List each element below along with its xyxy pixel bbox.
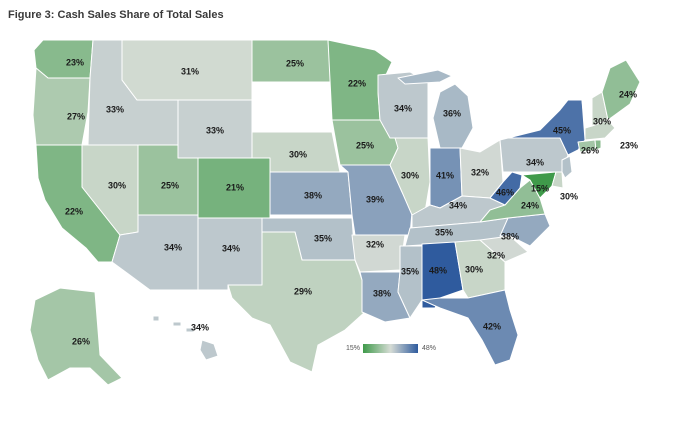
state-label-nd: 25% — [286, 58, 304, 68]
state-fl — [421, 289, 519, 366]
state-mi — [397, 69, 474, 149]
legend-min-label: 15% — [346, 345, 360, 352]
state-de — [551, 171, 564, 189]
state-md — [521, 171, 557, 199]
state-ak — [29, 287, 123, 386]
state-hi — [152, 315, 219, 361]
state-label-fl: 42% — [483, 321, 501, 331]
state-wa — [33, 39, 94, 79]
state-label-ca: 22% — [65, 206, 83, 216]
state-label-ks: 38% — [304, 190, 322, 200]
state-label-nm: 34% — [222, 243, 240, 253]
state-label-la: 38% — [373, 288, 391, 298]
state-label-wy: 33% — [206, 125, 224, 135]
state-label-sc: 32% — [487, 250, 505, 260]
state-label-ms: 35% — [401, 266, 419, 276]
state-label-ak: 26% — [72, 336, 90, 346]
state-label-tn: 35% — [435, 227, 453, 237]
legend-gradient-bar — [363, 344, 418, 353]
state-label-id: 33% — [106, 104, 124, 114]
state-label-in: 41% — [436, 170, 454, 180]
figure-title: Figure 3: Cash Sales Share of Total Sale… — [8, 9, 224, 21]
state-label-mo: 39% — [366, 194, 384, 204]
state-label-ri: 23% — [620, 140, 638, 150]
state-label-nc: 38% — [501, 231, 519, 241]
state-nj — [561, 155, 573, 179]
state-label-hi: 34% — [191, 322, 209, 332]
state-label-ga: 30% — [465, 264, 483, 274]
state-label-ok: 35% — [314, 233, 332, 243]
state-label-ky: 34% — [449, 200, 467, 210]
state-tx — [227, 231, 366, 373]
state-label-co: 21% — [226, 182, 244, 192]
state-ny — [507, 99, 586, 156]
state-label-wi: 34% — [394, 103, 412, 113]
state-label-va: 24% — [521, 200, 539, 210]
state-label-al: 48% — [429, 265, 447, 275]
state-me — [601, 59, 641, 121]
state-label-ct: 26% — [581, 145, 599, 155]
value-labels-layer: 23% 27% 22% 30% 33% 31% 33% 25% 34% 21% 34% 25% 30% 3… — [65, 57, 638, 346]
state-or — [32, 67, 91, 146]
state-nm — [197, 217, 263, 291]
color-legend: 15% 48% — [346, 344, 436, 353]
state-label-nv: 30% — [108, 180, 126, 190]
legend-max-label: 48% — [422, 345, 436, 352]
state-label-oh: 32% — [471, 167, 489, 177]
state-label-ar: 32% — [366, 239, 384, 249]
state-label-ia: 25% — [356, 140, 374, 150]
state-label-ut: 25% — [161, 180, 179, 190]
state-label-pa: 34% — [526, 157, 544, 167]
states-layer — [29, 39, 641, 386]
state-label-wa: 23% — [66, 57, 84, 67]
state-ri — [594, 139, 602, 151]
state-label-mn: 22% — [348, 78, 366, 88]
state-label-ne: 30% — [289, 149, 307, 159]
state-label-me: 24% — [619, 89, 637, 99]
state-label-il: 30% — [401, 170, 419, 180]
state-label-de: 30% — [560, 191, 578, 201]
state-label-md: 15% — [531, 183, 549, 193]
state-label-tx: 29% — [294, 286, 312, 296]
state-ar — [351, 234, 406, 273]
state-label-or: 27% — [67, 111, 85, 121]
state-label-ma: 30% — [593, 116, 611, 126]
state-sd — [251, 81, 333, 133]
state-sc — [479, 235, 529, 263]
state-label-ny: 45% — [553, 125, 571, 135]
state-label-mt: 31% — [181, 66, 199, 76]
state-label-mi: 36% — [443, 108, 461, 118]
state-label-az: 34% — [164, 242, 182, 252]
state-label-wv: 46% — [496, 187, 514, 197]
